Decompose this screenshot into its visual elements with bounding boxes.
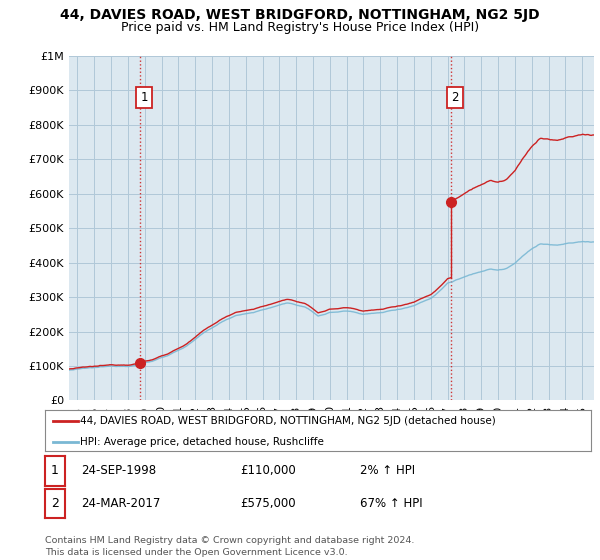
Text: 2: 2 bbox=[51, 497, 59, 510]
Text: HPI: Average price, detached house, Rushcliffe: HPI: Average price, detached house, Rush… bbox=[80, 437, 325, 447]
Text: 2: 2 bbox=[451, 91, 459, 104]
Text: £575,000: £575,000 bbox=[240, 497, 296, 510]
Text: 44, DAVIES ROAD, WEST BRIDGFORD, NOTTINGHAM, NG2 5JD: 44, DAVIES ROAD, WEST BRIDGFORD, NOTTING… bbox=[60, 8, 540, 22]
Text: Contains HM Land Registry data © Crown copyright and database right 2024.
This d: Contains HM Land Registry data © Crown c… bbox=[45, 536, 415, 557]
Text: 24-MAR-2017: 24-MAR-2017 bbox=[81, 497, 160, 510]
Text: 67% ↑ HPI: 67% ↑ HPI bbox=[360, 497, 422, 510]
Text: 24-SEP-1998: 24-SEP-1998 bbox=[81, 464, 156, 478]
Text: 44, DAVIES ROAD, WEST BRIDGFORD, NOTTINGHAM, NG2 5JD (detached house): 44, DAVIES ROAD, WEST BRIDGFORD, NOTTING… bbox=[80, 417, 496, 426]
Text: £110,000: £110,000 bbox=[240, 464, 296, 478]
Text: Price paid vs. HM Land Registry's House Price Index (HPI): Price paid vs. HM Land Registry's House … bbox=[121, 21, 479, 34]
Text: 1: 1 bbox=[140, 91, 148, 104]
Text: 1: 1 bbox=[51, 464, 59, 478]
Text: 2% ↑ HPI: 2% ↑ HPI bbox=[360, 464, 415, 478]
